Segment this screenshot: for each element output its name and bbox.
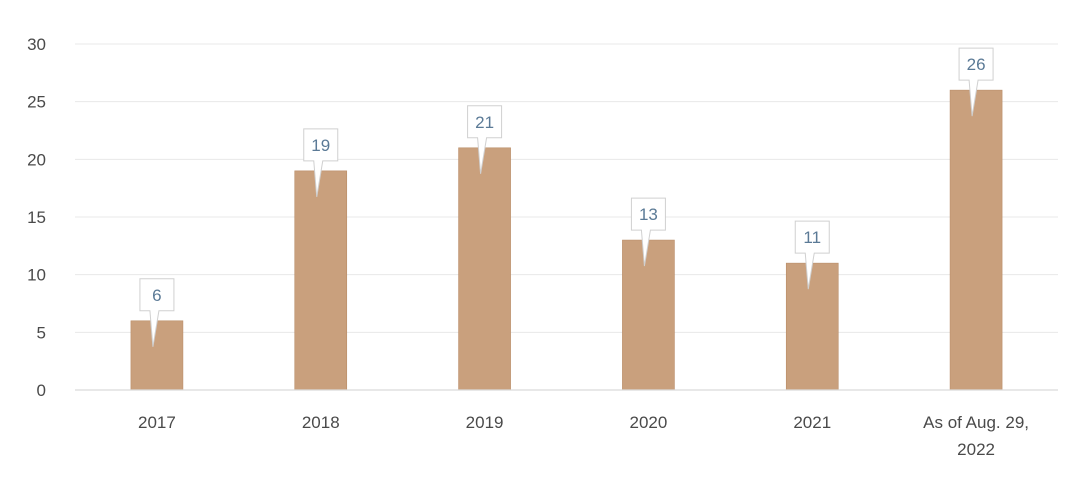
x-tick-label: 2017: [138, 413, 176, 432]
bar: [130, 320, 184, 391]
data-label-callout: [958, 47, 994, 117]
bars: [130, 89, 1003, 391]
y-tick-label: 0: [37, 381, 46, 400]
y-axis: 0 5 10 15 20 25 30: [27, 35, 46, 400]
data-label-callout: [303, 128, 339, 197]
gridlines: [75, 43, 1058, 333]
data-label: 19: [311, 136, 330, 155]
data-label-callout: [794, 220, 830, 290]
x-tick-label: 2018: [302, 413, 340, 432]
data-label: 26: [967, 55, 986, 74]
x-tick-label: 2021: [793, 413, 831, 432]
data-label-callout: [630, 197, 666, 267]
bar: [785, 262, 839, 391]
data-labels: 6 19 21 13 11 26: [139, 47, 994, 347]
data-label: 11: [803, 228, 821, 247]
bar: [949, 89, 1003, 391]
x-tick-label: 2022: [957, 440, 995, 459]
bar: [458, 147, 511, 391]
x-axis: 2017 2018 2019 2020 2021 As of Aug. 29, 2022: [75, 389, 1058, 459]
x-tick-label: 2019: [466, 413, 504, 432]
y-tick-label: 30: [27, 35, 46, 54]
bar: [294, 170, 348, 391]
y-tick-label: 15: [27, 208, 46, 227]
data-label-callout: [467, 105, 503, 174]
y-tick-label: 10: [27, 266, 46, 285]
x-tick-label: As of Aug. 29,: [923, 413, 1029, 432]
x-tick-label: 2020: [630, 413, 668, 432]
data-label: 6: [152, 286, 161, 305]
y-tick-label: 25: [27, 93, 46, 112]
data-label-callout: [139, 278, 175, 347]
y-tick-label: 5: [37, 323, 46, 342]
bar: [622, 239, 675, 391]
data-label: 13: [639, 205, 658, 224]
data-label: 21: [475, 113, 494, 132]
y-tick-label: 20: [27, 150, 46, 169]
